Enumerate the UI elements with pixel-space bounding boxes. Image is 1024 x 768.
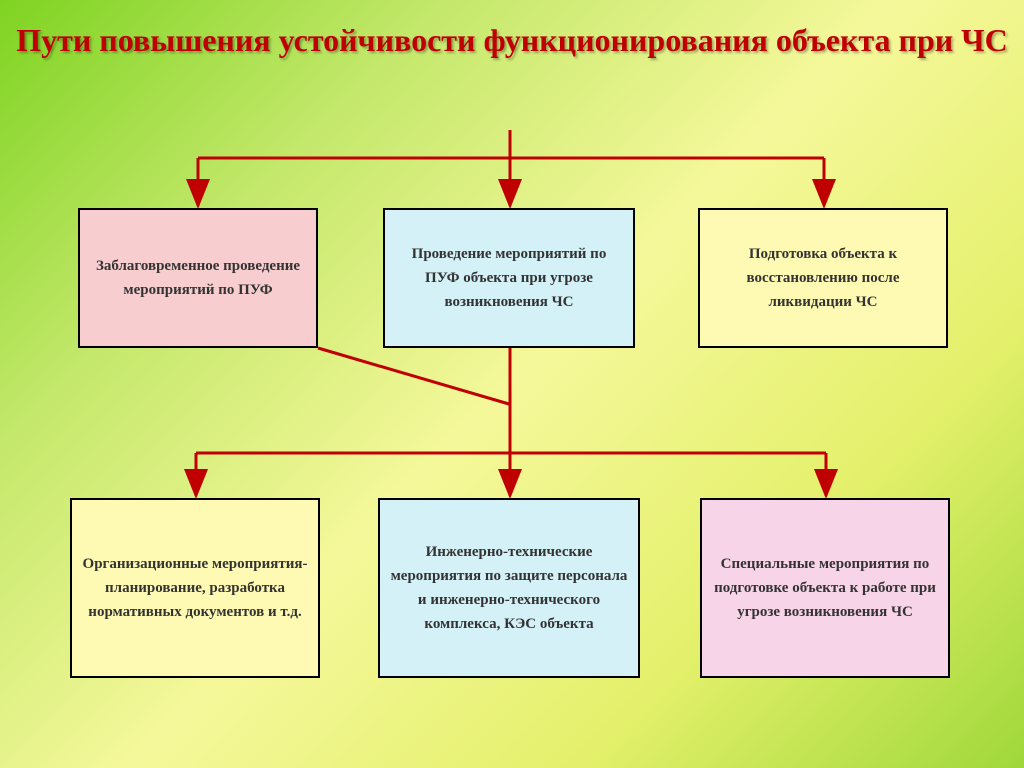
box-top3: Подготовка объекта к восстановлению посл… [698,208,948,348]
box-bot3: Специальные мероприятия по подготовке об… [700,498,950,678]
box-bot1: Организационные мероприятия-планирование… [70,498,320,678]
box-top2: Проведение мероприятий по ПУФ объекта пр… [383,208,635,348]
box-bot2: Инженерно-технические мероприятия по защ… [378,498,640,678]
box-top1: Заблаговременное проведение мероприятий … [78,208,318,348]
diagram-title: Пути повышения устойчивости функциониров… [0,0,1024,62]
